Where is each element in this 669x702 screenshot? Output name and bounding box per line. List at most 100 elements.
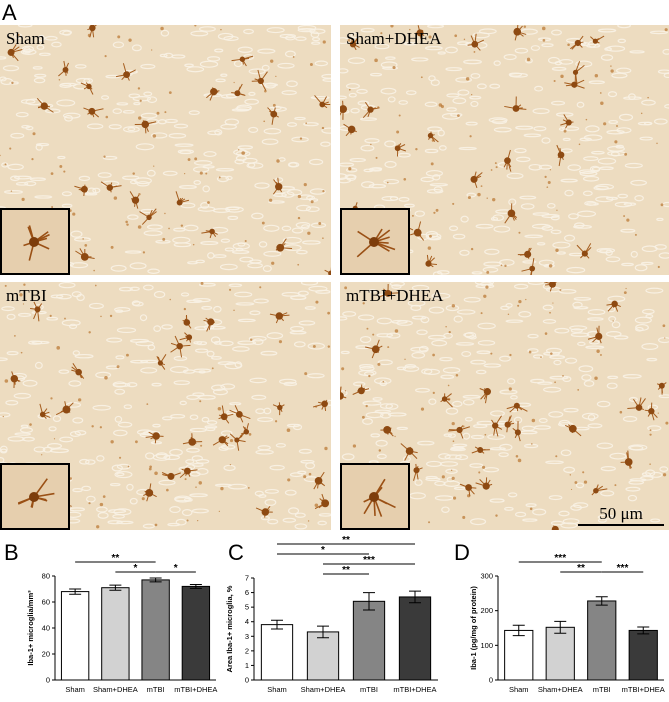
microglia: [611, 300, 618, 308]
dot: [200, 444, 203, 447]
dot: [549, 311, 551, 314]
fiber: [300, 282, 319, 286]
fiber: [69, 431, 81, 437]
microglia: [7, 48, 15, 56]
fiber: [321, 127, 331, 134]
dot: [531, 443, 533, 445]
microglia: [571, 81, 578, 88]
fiber: [567, 164, 582, 171]
dot: [662, 473, 667, 477]
dot: [569, 474, 572, 476]
fiber: [341, 453, 355, 461]
dot: [610, 65, 612, 67]
fiber: [524, 443, 539, 449]
dot: [304, 372, 308, 376]
dot: [348, 88, 351, 91]
dot: [105, 115, 109, 119]
fiber: [470, 518, 487, 526]
fiber: [92, 404, 112, 411]
fiber: [110, 264, 127, 272]
dot: [471, 94, 473, 96]
process: [554, 529, 557, 530]
dot: [88, 502, 91, 505]
fiber: [391, 284, 402, 290]
fiber: [116, 327, 137, 334]
fiber: [186, 447, 200, 453]
dot: [94, 284, 97, 287]
microglia: [394, 145, 401, 152]
dot: [22, 303, 25, 305]
fiber: [321, 73, 331, 79]
microglia: [357, 387, 365, 395]
fiber: [418, 345, 429, 353]
fiber: [235, 302, 255, 306]
fiber: [421, 368, 433, 375]
fiber: [281, 225, 292, 232]
fiber: [355, 345, 371, 350]
fiber: [493, 225, 511, 233]
fiber: [35, 143, 50, 147]
fiber: [363, 168, 374, 173]
fiber: [423, 368, 440, 375]
fiber: [566, 266, 586, 274]
significance-label: ***: [554, 553, 566, 564]
y-tick-label: 2: [245, 646, 249, 655]
microglia: [413, 228, 422, 237]
dot: [378, 449, 382, 452]
fiber: [566, 37, 583, 44]
fiber: [340, 68, 349, 74]
fiber: [108, 124, 122, 130]
fiber: [318, 513, 331, 517]
microglia: [635, 404, 643, 411]
fiber: [92, 187, 101, 194]
dot: [614, 484, 617, 487]
dot: [531, 418, 536, 423]
dot: [10, 190, 13, 192]
fiber: [140, 367, 158, 374]
fiber: [606, 129, 625, 135]
fiber: [375, 439, 388, 447]
fiber: [397, 152, 411, 158]
dot: [386, 181, 389, 184]
dot: [128, 38, 132, 42]
dot: [297, 263, 300, 266]
dot: [59, 165, 63, 168]
fiber: [381, 66, 399, 70]
fiber: [470, 100, 479, 108]
fiber: [605, 330, 622, 338]
fiber: [558, 510, 570, 517]
fiber: [220, 73, 228, 77]
fiber: [237, 46, 253, 53]
fiber: [20, 99, 36, 104]
fiber: [58, 369, 70, 374]
fiber: [152, 423, 161, 428]
dot: [440, 104, 444, 109]
fiber: [459, 249, 470, 256]
dot: [263, 120, 266, 123]
dot: [151, 49, 153, 51]
fiber: [470, 359, 486, 365]
fiber: [295, 36, 307, 42]
dot: [303, 183, 307, 187]
dot: [649, 433, 652, 436]
fiber: [364, 138, 380, 144]
fiber: [96, 506, 108, 513]
fiber: [577, 341, 586, 347]
microglia: [416, 29, 424, 37]
fiber: [308, 285, 328, 292]
microglia: [270, 110, 278, 118]
fiber: [133, 102, 141, 106]
fiber: [114, 470, 133, 479]
fiber: [290, 295, 307, 300]
fiber: [348, 92, 357, 98]
fiber: [160, 29, 170, 37]
dot: [450, 469, 453, 472]
microglia: [88, 107, 96, 115]
fiber: [587, 40, 597, 48]
fiber: [13, 392, 32, 399]
fiber: [596, 442, 614, 449]
fiber: [254, 490, 264, 497]
dot: [69, 477, 72, 480]
fiber: [356, 88, 368, 94]
fiber: [142, 523, 155, 529]
